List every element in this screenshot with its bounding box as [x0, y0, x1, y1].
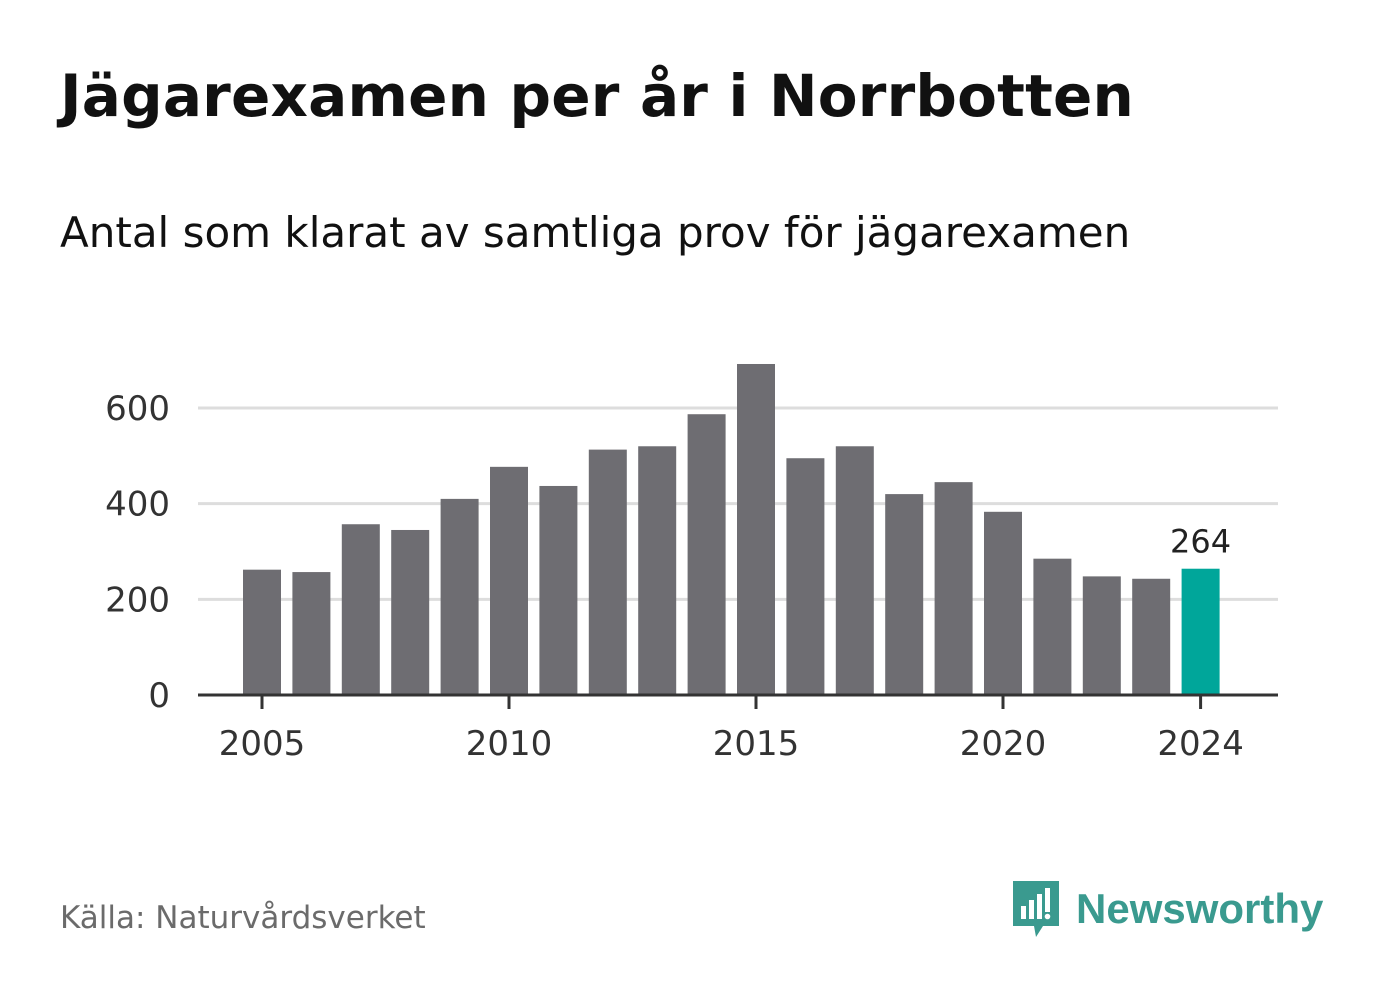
bar-2017 [835, 446, 874, 695]
brand-name: Newsworthy [1076, 885, 1324, 932]
bar-2008 [391, 529, 430, 695]
chart-title: Jägarexamen per år i Norrbotten [60, 62, 1135, 130]
bar-2005 [243, 569, 281, 695]
bar-2024 [1181, 568, 1220, 695]
x-axis: 2005 2010 2015 2020 2024 [198, 693, 1278, 764]
data-label-2024: 264 [1170, 523, 1231, 561]
source-note: Källa: Naturvårdsverket [60, 900, 426, 936]
y-tick-label: 600 [105, 389, 170, 429]
x-tick-label: 2024 [1157, 724, 1244, 764]
bar-2018 [885, 494, 924, 695]
y-tick-label: 400 [105, 485, 170, 525]
bar-2012 [588, 449, 627, 695]
bar-2019 [934, 482, 973, 695]
bar-2011 [539, 485, 578, 695]
bar-2015 [737, 363, 775, 695]
x-tick-label: 2015 [713, 724, 800, 764]
bar-2006 [292, 572, 331, 695]
bar-2023 [1132, 578, 1171, 695]
bar-2007 [341, 524, 380, 695]
x-tick-label: 2005 [219, 724, 306, 764]
bar-2021 [1033, 558, 1072, 695]
y-tick-label: 200 [105, 580, 170, 620]
bar-2010 [490, 466, 528, 695]
bar-2016 [786, 458, 825, 695]
x-tick-label: 2020 [960, 724, 1047, 764]
bar-2013 [638, 446, 677, 695]
chart-subtitle: Antal som klarat av samtliga prov för jä… [60, 208, 1131, 257]
data-labels: 264 [1170, 523, 1231, 561]
bar-2014 [687, 414, 726, 695]
x-tick-label: 2010 [466, 724, 553, 764]
bar-2020 [984, 511, 1022, 695]
bar-2022 [1082, 576, 1121, 695]
bar-2009 [440, 498, 479, 695]
y-tick-label: 0 [148, 676, 170, 716]
y-axis: 0 200 400 600 [105, 389, 170, 716]
bars [243, 363, 1220, 695]
newsworthy-logo-icon [1013, 881, 1059, 937]
brand-logo: Newsworthy [1010, 878, 1323, 940]
